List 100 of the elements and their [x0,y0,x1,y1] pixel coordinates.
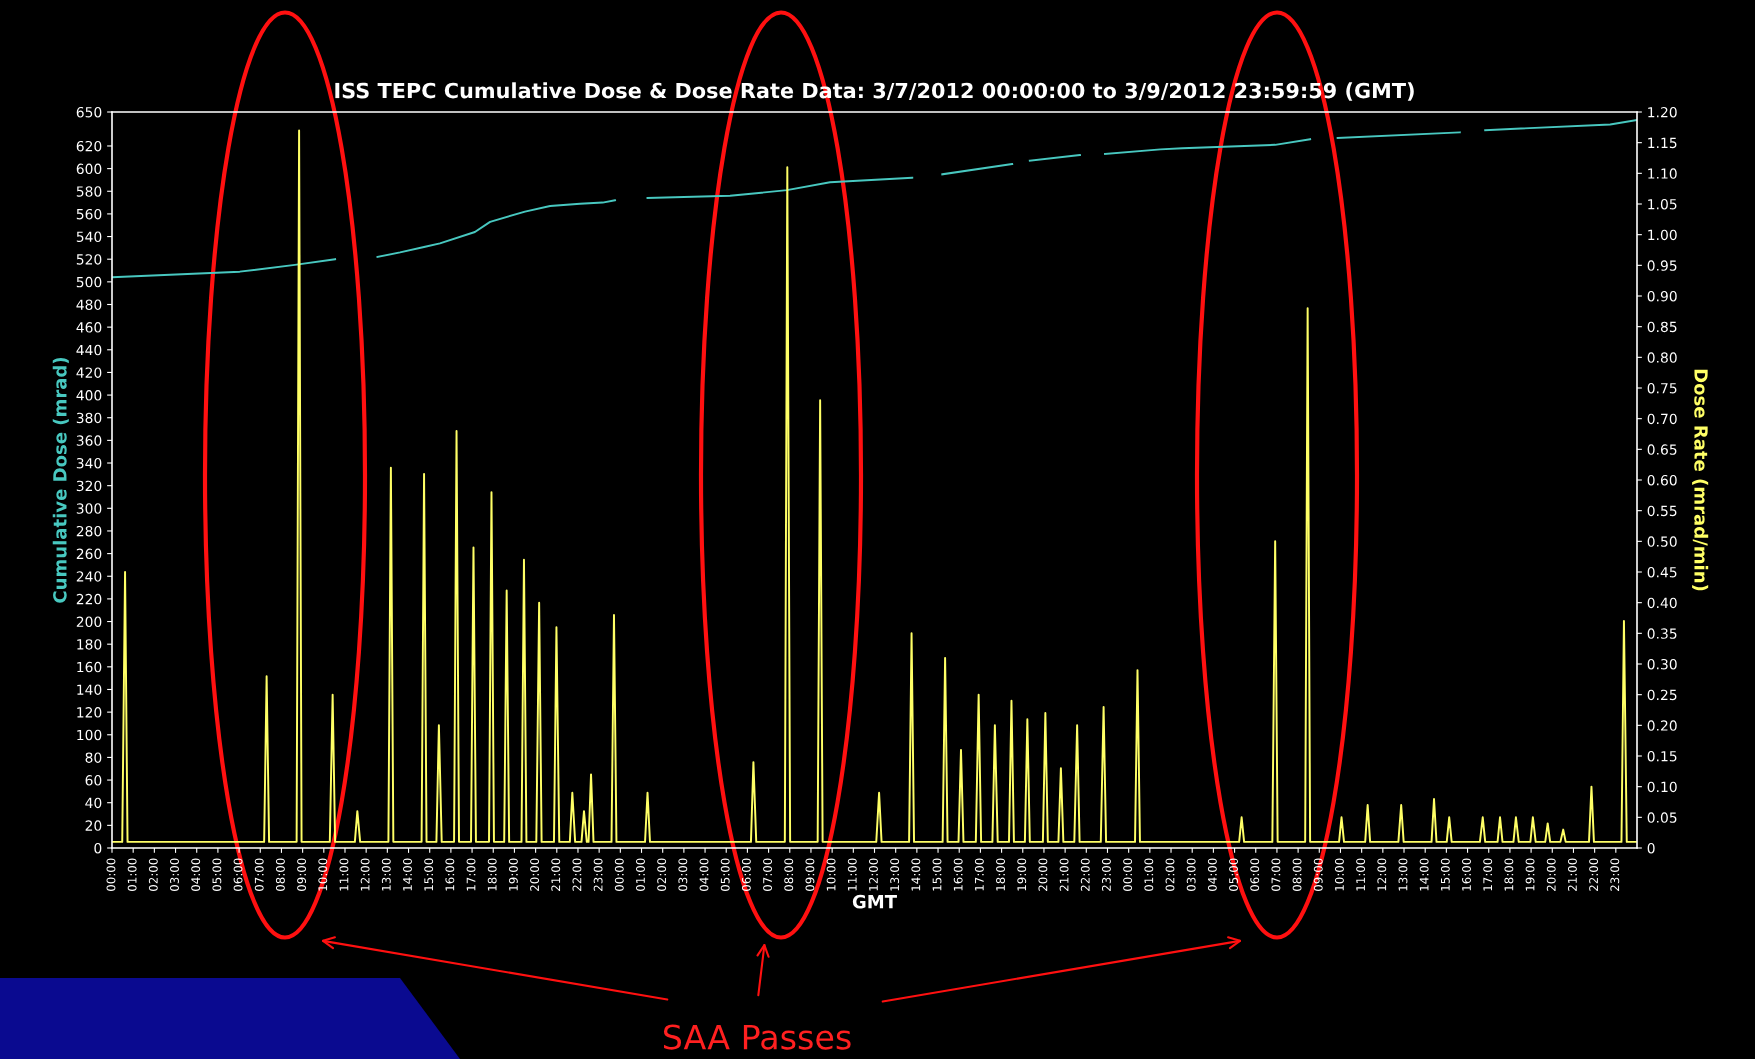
y2-tick-label: 0.15 [1647,750,1677,762]
x-tick-label: 09:00 [805,858,815,891]
y2-tick-label: 0.80 [1647,352,1677,363]
y2-tick-label: 0.90 [1647,290,1677,302]
y-tick-label: 520 [76,254,102,265]
x-tick-label: 13:00 [890,858,900,891]
x-tick-label: 15:00 [424,858,434,891]
x-tick-label: 13:00 [381,858,391,891]
y2-tick-label: 0.95 [1647,260,1677,271]
y-tick-label: 220 [76,593,102,605]
x-tick-label: 10:00 [826,858,836,891]
y-tick-label: 60 [85,775,102,786]
y2-tick-label: 1.00 [1648,229,1677,241]
y-tick-label: 100 [77,729,102,741]
x-tick-label: 19:00 [508,858,518,891]
y-tick-label: 380 [76,412,102,424]
x-tick-label: 05:00 [212,858,222,891]
x-tick-label: 05:00 [1229,858,1238,891]
y-tick-label: 560 [76,208,102,220]
x-tick-label: 16:00 [1462,858,1471,891]
y2-tick-label: 0.20 [1647,720,1677,731]
x-tick-label: 08:00 [784,858,794,891]
y2-tick-label: 0.50 [1647,536,1677,547]
y-tick-label: 400 [76,390,102,401]
y-tick-label: 160 [77,661,102,673]
x-tick-label: 14:00 [1419,858,1429,891]
y2-tick-label: 0.45 [1647,566,1677,578]
y-tick-label: 500 [76,276,102,288]
y-tick-label: 300 [76,503,102,514]
x-tick-label: 13:00 [1398,858,1408,891]
y2-tick-label: 0.05 [1647,812,1677,823]
y2-tick-label: 0.25 [1647,689,1677,701]
y2-tick-label: 0.30 [1647,658,1677,670]
y2-tick-label: 0 [1647,842,1655,854]
x-tick-label: 00:00 [614,858,624,891]
y-tick-label: 0 [94,842,102,854]
x-tick-label: 23:00 [1101,858,1111,891]
x-tick-label: 06:00 [741,858,751,891]
x-tick-label: 04:00 [699,858,709,891]
y2-tick-label: 1.15 [1648,137,1677,149]
y-tick-label: 80 [85,752,102,763]
y2-tick-label: 0.35 [1647,628,1677,639]
x-tick-label: 18:00 [1504,858,1514,891]
x-tick-label: 07:00 [254,858,264,891]
x-tick-label: 20:00 [530,858,540,891]
y-tick-label: 480 [76,299,102,310]
y-tick-label: 260 [76,548,102,560]
y2-tick-label: 0.40 [1647,597,1677,609]
y2-tick-label: 1.05 [1648,198,1677,210]
x-tick-label: 23:00 [593,858,603,891]
x-tick-label: 17:00 [1483,858,1493,891]
x-tick-label: 05:00 [720,858,730,891]
y2-axis-title: Dose Rate (mrad/min) [1692,369,1709,591]
y-tick-label: 140 [77,684,102,695]
x-tick-label: 01:00 [1144,858,1154,891]
x-tick-label: 11:00 [847,858,857,891]
y-tick-label: 580 [76,186,102,197]
y2-tick-label: 0.70 [1647,413,1677,425]
x-tick-label: 22:00 [572,858,582,891]
x-tick-label: 09:00 [1313,858,1323,891]
x-tick-label: 15:00 [1440,858,1450,891]
x-tick-label: 20:00 [1546,858,1556,891]
x-tick-label: 21:00 [1059,858,1069,891]
x-tick-label: 10:00 [1334,858,1344,891]
x-tick-label: 17:00 [974,858,984,891]
x-tick-label: 08:00 [1292,858,1302,891]
x-tick-label: 16:00 [953,858,963,891]
x-tick-label: 18:00 [487,858,497,891]
x-tick-label: 20:00 [1038,858,1048,891]
y2-tick-label: 0.60 [1647,474,1677,486]
x-tick-label: 08:00 [275,858,285,891]
x-tick-label: 09:00 [297,858,307,891]
y2-tick-label: 0.10 [1647,781,1677,793]
y-tick-label: 600 [76,163,102,175]
x-tick-label: 07:00 [763,858,773,891]
x-tick-label: 02:00 [1165,858,1175,891]
x-tick-label: 02:00 [148,858,158,891]
x-tick-label: 03:00 [1186,858,1196,891]
y-tick-label: 40 [85,797,102,809]
x-tick-label: 04:00 [191,858,201,891]
x-tick-label: 22:00 [1080,858,1090,891]
x-tick-label: 06:00 [233,858,243,891]
x-tick-label: 02:00 [657,858,667,891]
y2-tick-label: 1.10 [1648,168,1677,179]
x-tick-label: 16:00 [445,858,455,891]
x-tick-label: 11:00 [1356,858,1366,891]
y-tick-label: 540 [76,231,102,243]
y2-tick-label: 0.75 [1647,382,1677,394]
x-tick-label: 21:00 [1567,858,1577,891]
x-tick-label: 21:00 [551,858,561,891]
x-tick-label: 07:00 [1271,858,1281,891]
y2-tick-label: 0.55 [1647,505,1677,517]
text: SAA Passes [663,1024,851,1050]
x-tick-label: 22:00 [1589,858,1599,891]
x-tick-label: 19:00 [1525,858,1535,891]
x-tick-label: 14:00 [911,858,921,891]
y-tick-label: 650 [76,106,102,118]
y-tick-label: 440 [76,344,102,356]
y-axis-title: Cumulative Dose (mrad) [52,357,69,603]
x-tick-label: 06:00 [1250,858,1260,891]
